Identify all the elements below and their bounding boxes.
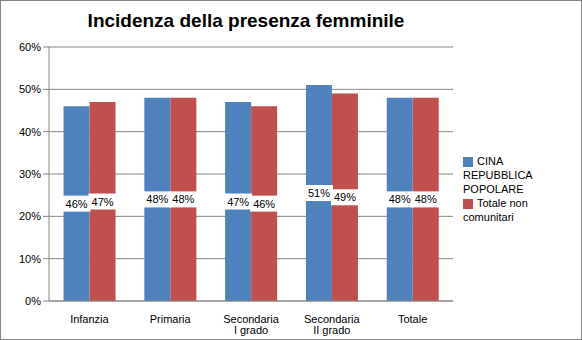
svg-text:48%: 48% — [389, 193, 411, 205]
svg-text:47%: 47% — [92, 196, 114, 208]
svg-text:47%: 47% — [227, 196, 249, 208]
svg-text:40%: 40% — [19, 126, 41, 138]
svg-text:Primaria: Primaria — [150, 313, 192, 325]
svg-text:48%: 48% — [172, 193, 194, 205]
svg-text:46%: 46% — [66, 198, 88, 210]
svg-text:51%: 51% — [308, 187, 330, 199]
html-text:Totale non comunitari: Totale non comunitari — [463, 197, 528, 223]
svg-text:60%: 60% — [19, 41, 41, 53]
svg-text:46%: 46% — [253, 198, 275, 210]
svg-text:Infanzia: Infanzia — [70, 313, 109, 325]
svg-text:SecondariaI grado: SecondariaI grado — [223, 313, 280, 336]
svg-text:48%: 48% — [415, 193, 437, 205]
svg-text:48%: 48% — [146, 193, 168, 205]
svg-text:20%: 20% — [19, 210, 41, 222]
svg-text:50%: 50% — [19, 83, 41, 95]
svg-text:10%: 10% — [19, 253, 41, 265]
svg-text:Totale: Totale — [398, 313, 427, 325]
svg-text:30%: 30% — [19, 168, 41, 180]
svg-text:SecondariaII grado: SecondariaII grado — [304, 313, 361, 336]
svg-text:49%: 49% — [334, 191, 356, 203]
svg-text:0%: 0% — [25, 295, 41, 307]
html-text:Incidenza della presenza femmi: Incidenza della presenza femminile — [87, 10, 405, 31]
html-text:CINA REPUBBLICA POPOLARE: CINA REPUBBLICA POPOLARE — [463, 155, 533, 195]
